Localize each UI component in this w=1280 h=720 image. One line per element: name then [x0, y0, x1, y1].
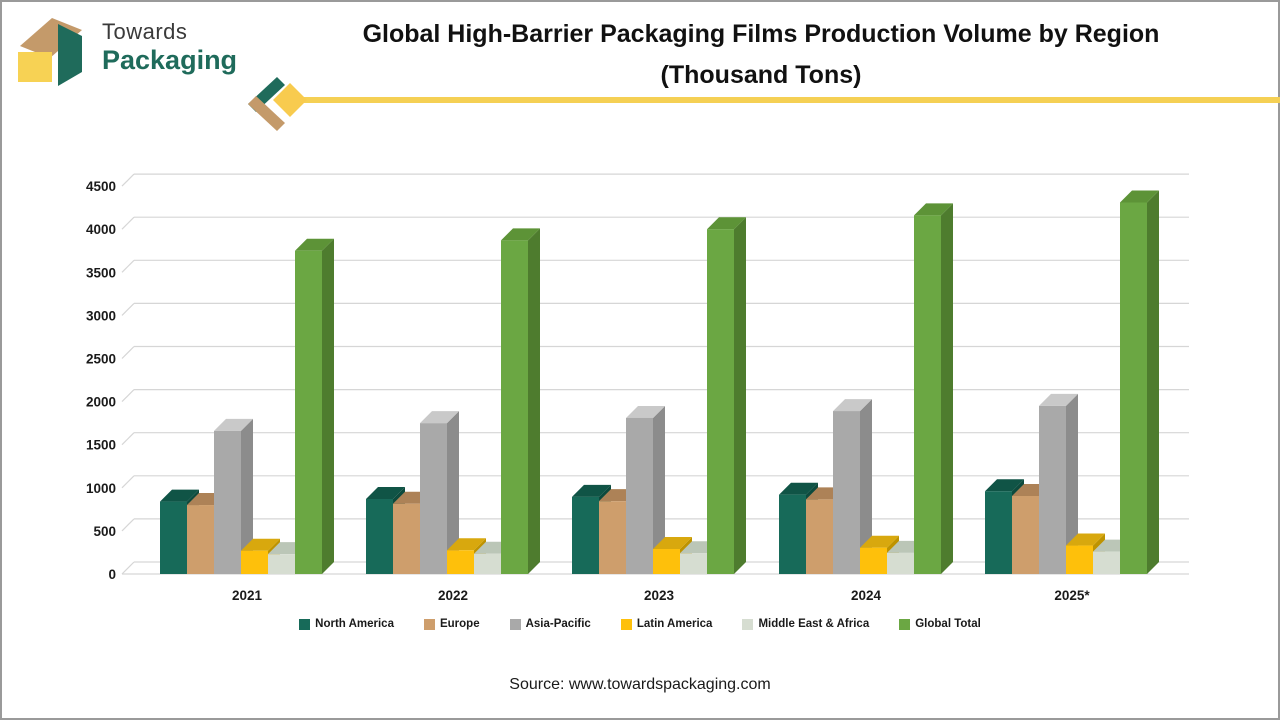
y-axis-tick-label: 500	[93, 524, 116, 539]
towards-packaging-logo: Towards Packaging	[12, 10, 237, 94]
logo-text-towards: Towards	[102, 19, 188, 44]
bar-asia-pacific-2021	[214, 418, 253, 574]
legend-label-middle-east-africa: Middle East & Africa	[758, 618, 870, 630]
y-axis-tick-label: 2500	[86, 352, 116, 367]
bar-asia-pacific-2025	[1039, 393, 1078, 574]
y-axis-tick-label: 3000	[86, 308, 116, 323]
legend-item-asia-pacific: Asia-Pacific	[509, 618, 591, 630]
bar-asia-pacific-2024	[833, 399, 872, 574]
source-text: Source: www.towardspackaging.com	[509, 676, 771, 693]
legend-label-latin-america: Latin America	[636, 618, 713, 630]
logo-text: Towards Packaging	[102, 19, 238, 76]
bar-global-total-2025	[1120, 190, 1159, 574]
bar-global-total-2024	[914, 203, 953, 574]
divider-accent-line	[248, 77, 1280, 131]
legend-marker-latin-america	[620, 618, 632, 630]
y-axis-tick-label: 4000	[86, 222, 116, 237]
bar-group-2022	[366, 228, 540, 574]
legend-marker-europe	[423, 618, 435, 630]
y-axis-tick-label: 1000	[86, 481, 116, 496]
legend-item-north-america: North America	[299, 618, 394, 630]
bar-group-2024	[779, 203, 953, 574]
legend-marker-north-america	[299, 618, 311, 630]
x-axis-label-2023: 2023	[644, 588, 675, 603]
legend-label-global-total: Global Total	[915, 618, 981, 630]
chart-title-line2: (Thousand Tons)	[660, 61, 862, 89]
legend-marker-middle-east-africa	[742, 618, 754, 630]
chart-title: Global High-Barrier Packaging Films Prod…	[252, 14, 1270, 96]
legend-label-europe: Europe	[439, 618, 480, 630]
logo-text-packaging: Packaging	[102, 45, 238, 76]
bar-asia-pacific-2023	[626, 405, 665, 574]
legend-marker-global-total	[899, 618, 911, 630]
bar-group-2025	[985, 190, 1159, 574]
y-axis-tick-label: 1500	[86, 438, 116, 453]
x-axis-label-2021: 2021	[232, 588, 263, 603]
bar-global-total-2021	[295, 238, 334, 574]
legend-item-latin-america: Latin America	[620, 618, 713, 630]
y-axis-tick-label: 0	[108, 567, 116, 582]
bar-global-total-2022	[501, 228, 540, 574]
bar-group-2023	[572, 217, 746, 574]
legend-label-asia-pacific: Asia-Pacific	[525, 618, 591, 630]
logo-cube-icon	[18, 18, 82, 86]
y-axis-tick-label: 3500	[86, 265, 116, 280]
chart-legend: North America Europe Asia-Pacific Latin Ame…	[2, 618, 1278, 630]
x-axis-label-2025: 2025*	[1054, 588, 1090, 603]
bar-asia-pacific-2022	[420, 411, 459, 574]
bar-group-2021	[160, 238, 334, 574]
x-axis-label-2024: 2024	[851, 588, 882, 603]
legend-marker-asia-pacific	[509, 618, 521, 630]
y-axis-tick-label: 4500	[86, 179, 116, 194]
legend-item-europe: Europe	[423, 618, 480, 630]
legend-label-north-america: North America	[315, 618, 394, 630]
legend-item-middle-east-africa: Middle East & Africa	[742, 618, 869, 630]
legend-item-global-total: Global Total	[899, 618, 981, 630]
bar-chart: 0 500 1000 1500 2000 2500 3000 3500 4000 4500 2021…	[86, 173, 1189, 603]
chart-title-line1: Global High-Barrier Packaging Films Prod…	[362, 20, 1160, 48]
x-axis-label-2022: 2022	[438, 588, 468, 603]
bar-global-total-2023	[707, 217, 746, 574]
y-axis-tick-label: 2000	[86, 395, 116, 410]
